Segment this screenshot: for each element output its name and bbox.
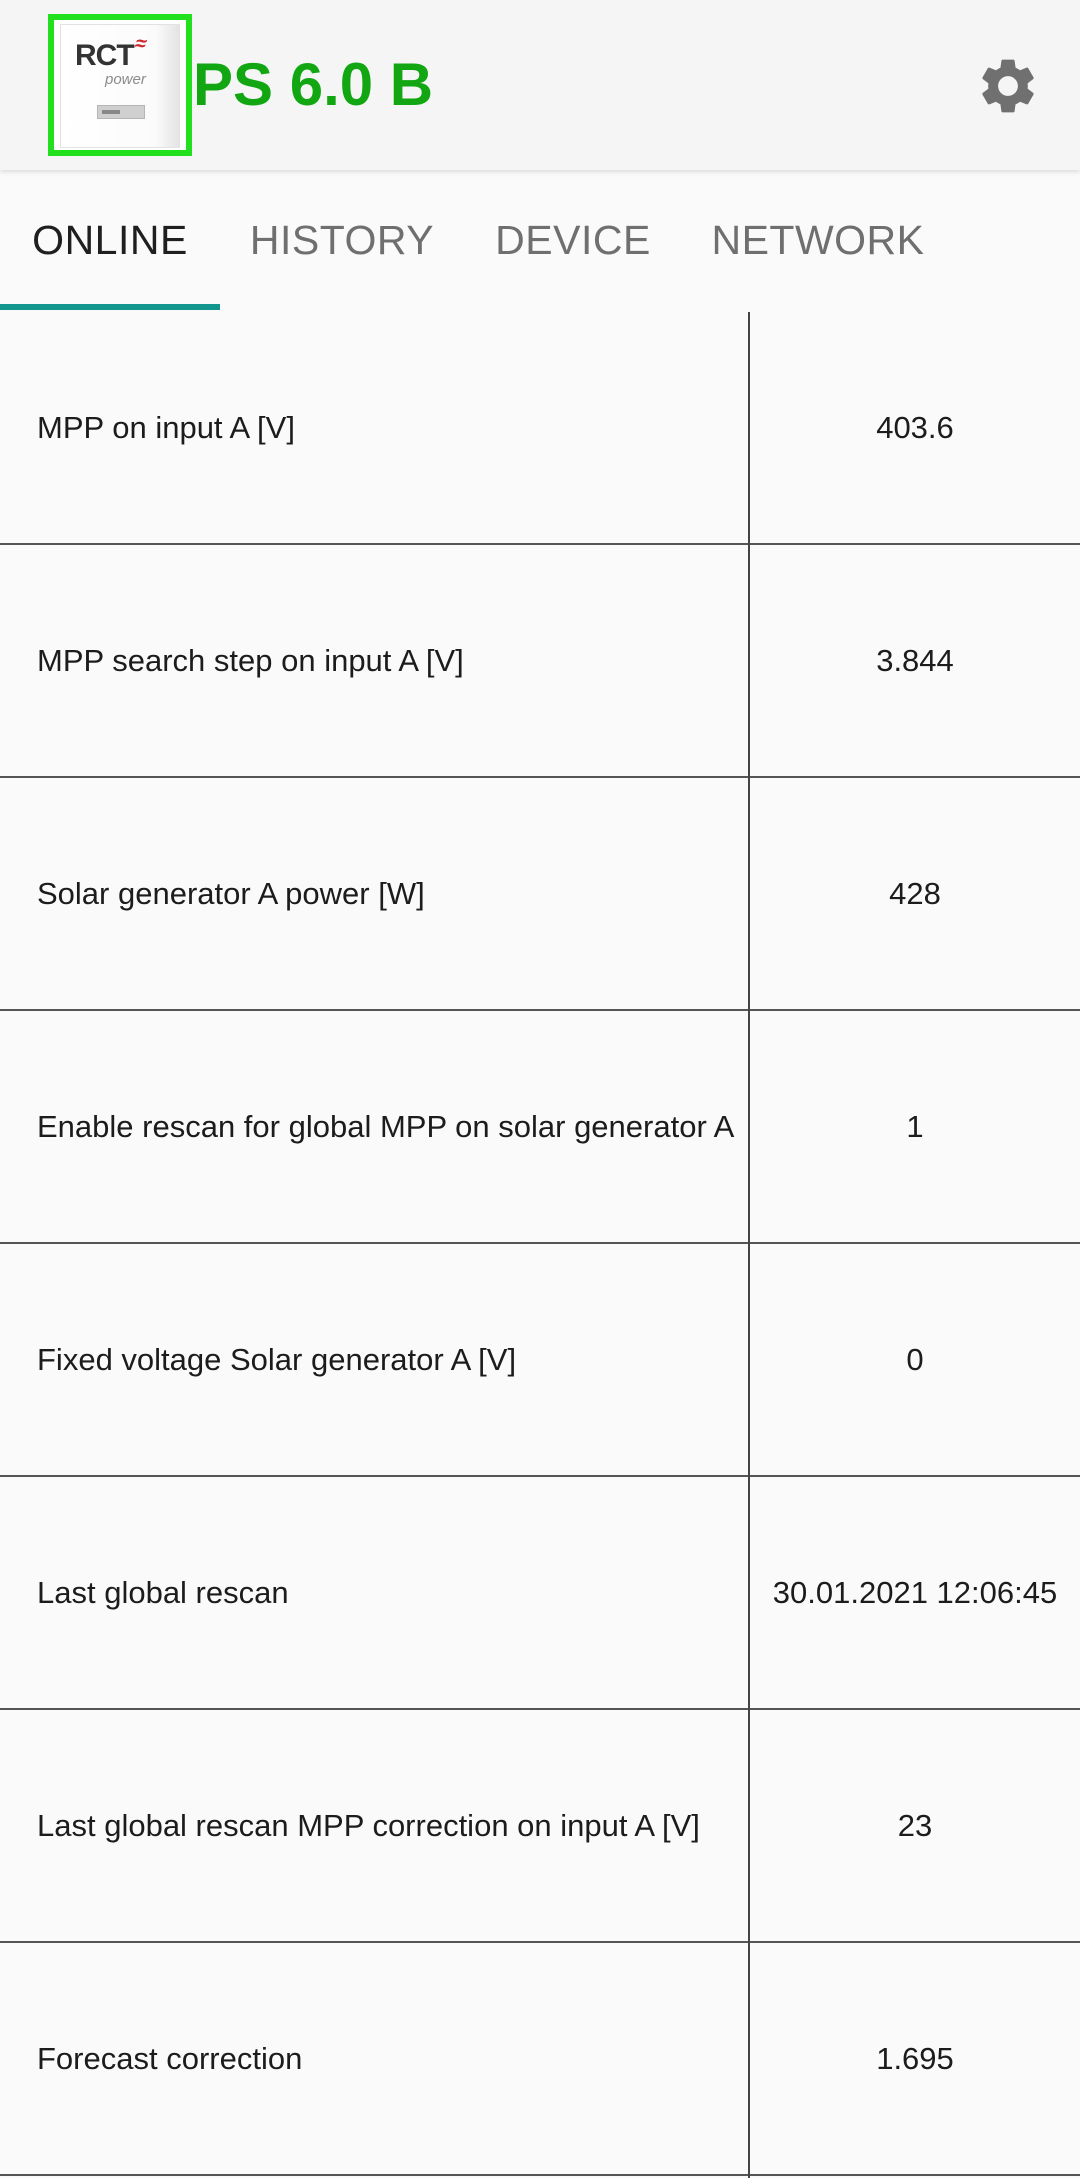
row-label: Enable rescan for global MPP on solar ge…	[37, 1108, 735, 1144]
row-label: Fixed voltage Solar generator A [V]	[37, 1341, 517, 1377]
tab-device[interactable]: DEVICE	[495, 217, 651, 263]
table-row[interactable]: MPP on input A [V] 403.6	[0, 312, 1080, 545]
row-value: 0	[906, 1341, 924, 1377]
row-value: 23	[897, 1807, 933, 1843]
page-title: PS 6.0 B	[193, 51, 434, 118]
inverter-device-image: RCT ≈ power	[60, 24, 180, 148]
thumb-brand-text: RCT	[75, 39, 135, 72]
brand-flash-icon: ≈	[131, 33, 151, 55]
tab-network[interactable]: NETWORK	[711, 217, 925, 263]
settings-button[interactable]	[968, 46, 1048, 126]
tab-online[interactable]: ONLINE	[32, 217, 188, 263]
row-value: 403.6	[876, 409, 954, 445]
tab-history[interactable]: HISTORY	[249, 217, 435, 263]
row-label: Solar generator A power [W]	[37, 875, 425, 911]
table-row[interactable]: Fixed voltage Solar generator A [V] 0	[0, 1244, 1080, 1477]
device-thumbnail[interactable]: RCT ≈ power	[48, 14, 192, 156]
online-values-table: MPP on input A [V] 403.6 MPP search step…	[0, 312, 1080, 2178]
row-value: 3.844	[876, 642, 954, 678]
device-display	[97, 105, 145, 119]
row-label: Last global rescan	[37, 1574, 289, 1610]
table-row[interactable]: Forecast correction 1.695	[0, 1943, 1080, 2176]
table-row[interactable]: Last global rescan MPP correction on inp…	[0, 1710, 1080, 1943]
active-tab-indicator	[0, 304, 220, 310]
row-value: 1	[906, 1108, 924, 1144]
table-row[interactable]: Last global rescan 30.01.2021 12:06:45	[0, 1477, 1080, 1710]
column-divider	[748, 312, 750, 2178]
gear-icon	[982, 59, 1034, 113]
table-row[interactable]: Solar generator A power [W] 428	[0, 778, 1080, 1011]
app-bar: RCT ≈ power PS 6.0 B	[0, 0, 1080, 170]
tab-bar: ONLINE HISTORY DEVICE NETWORK	[0, 170, 1080, 311]
row-label: Forecast correction	[37, 2040, 303, 2076]
table-row[interactable]: Enable rescan for global MPP on solar ge…	[0, 1011, 1080, 1244]
thumb-brand-sub: power	[105, 71, 146, 88]
table-row[interactable]: MPP search step on input A [V] 3.844	[0, 545, 1080, 778]
row-label: MPP search step on input A [V]	[37, 642, 464, 678]
row-label: MPP on input A [V]	[37, 409, 295, 445]
row-value: 428	[889, 875, 941, 911]
row-label: Last global rescan MPP correction on inp…	[37, 1807, 700, 1843]
row-value: 1.695	[876, 2040, 954, 2076]
row-value: 30.01.2021 12:06:45	[772, 1574, 1058, 1610]
